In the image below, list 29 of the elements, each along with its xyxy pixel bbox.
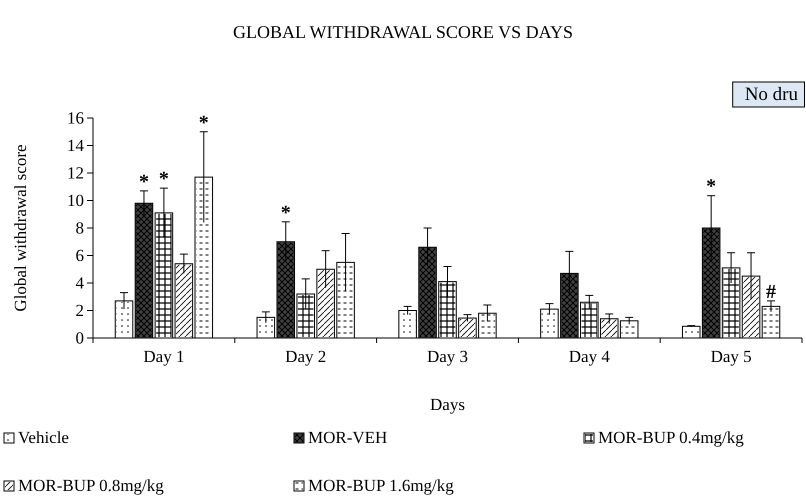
legend-label: MOR-BUP 0.4mg/kg xyxy=(598,428,744,447)
data-label: * xyxy=(280,202,291,224)
y-axis-title: Global withdrawal score xyxy=(11,144,30,312)
legend-label: MOR-BUP 1.6mg/kg xyxy=(308,476,454,495)
data-label: * xyxy=(198,112,209,134)
x-tick-label: Day 4 xyxy=(568,347,610,366)
x-tick-label: Day 1 xyxy=(143,347,184,366)
y-tick-label: 8 xyxy=(76,218,84,238)
x-tick-label: Day 5 xyxy=(710,347,752,366)
legend-label: MOR-VEH xyxy=(308,428,388,447)
x-tick-label: Day 3 xyxy=(426,347,468,366)
y-tick-label: 0 xyxy=(76,328,84,348)
y-tick-label: 14 xyxy=(67,136,84,155)
y-tick-label: 6 xyxy=(76,246,84,265)
y-tick-label: 10 xyxy=(67,190,84,210)
chart-title: GLOBAL WITHDRAWAL SCORE VS DAYS xyxy=(233,22,573,42)
data-label: * xyxy=(706,176,716,198)
y-tick-label: 12 xyxy=(67,163,84,182)
data-label: * xyxy=(138,170,149,193)
legend-label: MOR-BUP 0.8mg/kg xyxy=(18,476,164,495)
y-tick-label: 16 xyxy=(67,108,84,128)
data-label: # xyxy=(766,280,776,303)
x-tick-label: Day 2 xyxy=(285,347,326,366)
legend-label: Vehicle xyxy=(18,428,69,447)
y-tick-label: 2 xyxy=(76,300,84,320)
y-tick-label: 4 xyxy=(76,273,84,292)
text: No dru xyxy=(744,84,798,105)
data-label: * xyxy=(158,168,169,190)
x-axis-title: Days xyxy=(430,395,465,414)
